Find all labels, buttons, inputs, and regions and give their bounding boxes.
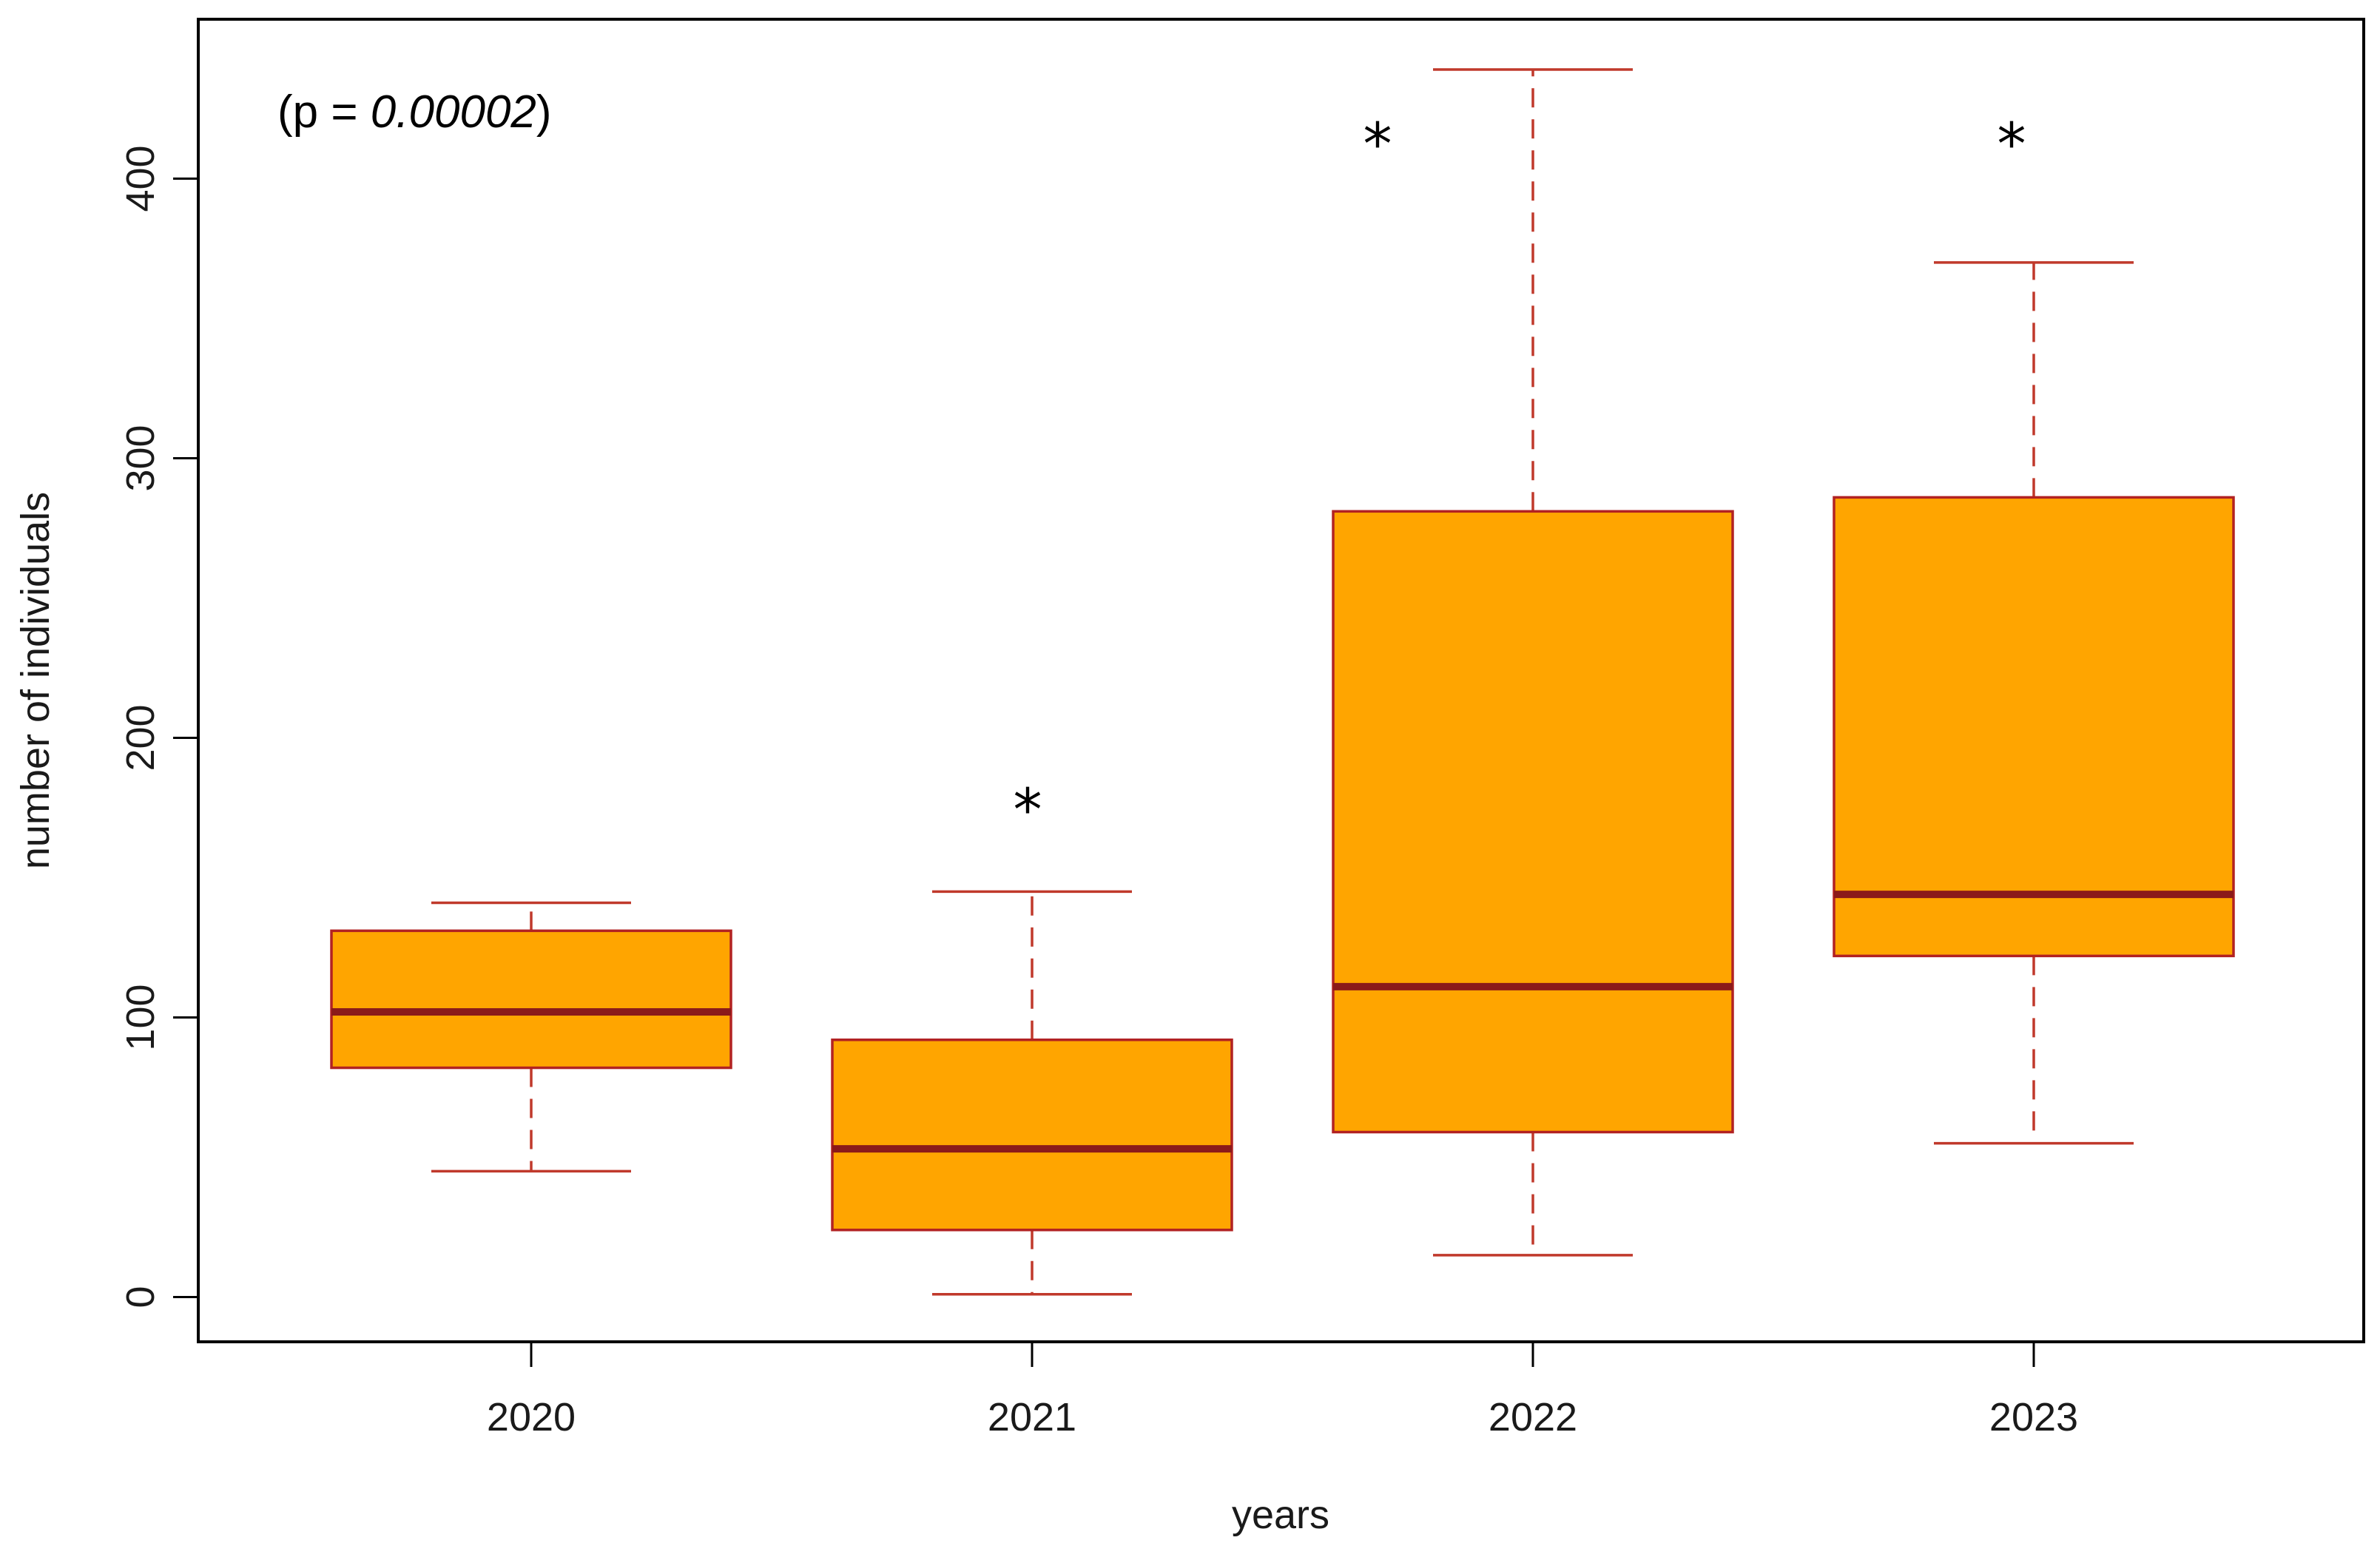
box-2023	[1833, 261, 2235, 1145]
p-value-annotation: (p = 0.00002)	[277, 87, 552, 138]
y-axis-title: number of individuals	[13, 492, 58, 869]
iqr-box	[1833, 496, 2235, 958]
significance-asterisk: *	[1998, 112, 2026, 178]
x-tick-label: 2020	[487, 1395, 576, 1439]
iqr-box	[831, 1038, 1233, 1232]
y-tick-label: 300	[118, 425, 163, 491]
x-tick-label: 2021	[988, 1395, 1076, 1439]
p-value-number: 0.00002	[371, 87, 536, 138]
y-tick-label: 0	[118, 1286, 163, 1308]
box-2021	[831, 890, 1233, 1296]
y-tick-label: 400	[118, 145, 163, 212]
y-tick-label: 200	[118, 704, 163, 771]
significance-asterisk: *	[1363, 112, 1392, 178]
x-tick-label: 2022	[1489, 1395, 1577, 1439]
p-value-suffix: )	[536, 87, 552, 138]
iqr-box	[1332, 510, 1734, 1134]
p-value-prefix: (p =	[277, 87, 371, 138]
significance-markers: * * *	[1014, 112, 2026, 844]
box-2022	[1332, 68, 1734, 1257]
boxes-layer	[330, 68, 2235, 1296]
y-axis: 0 100 200 300 400	[118, 145, 200, 1309]
y-tick-label: 100	[118, 984, 163, 1050]
x-axis: 2020 2021 2022 2023	[487, 1342, 2078, 1439]
significance-asterisk: *	[1014, 777, 1042, 844]
box-2020	[330, 901, 732, 1173]
iqr-box	[330, 929, 732, 1070]
x-axis-title: years	[1232, 1493, 1329, 1537]
x-tick-label: 2023	[1989, 1395, 2078, 1439]
